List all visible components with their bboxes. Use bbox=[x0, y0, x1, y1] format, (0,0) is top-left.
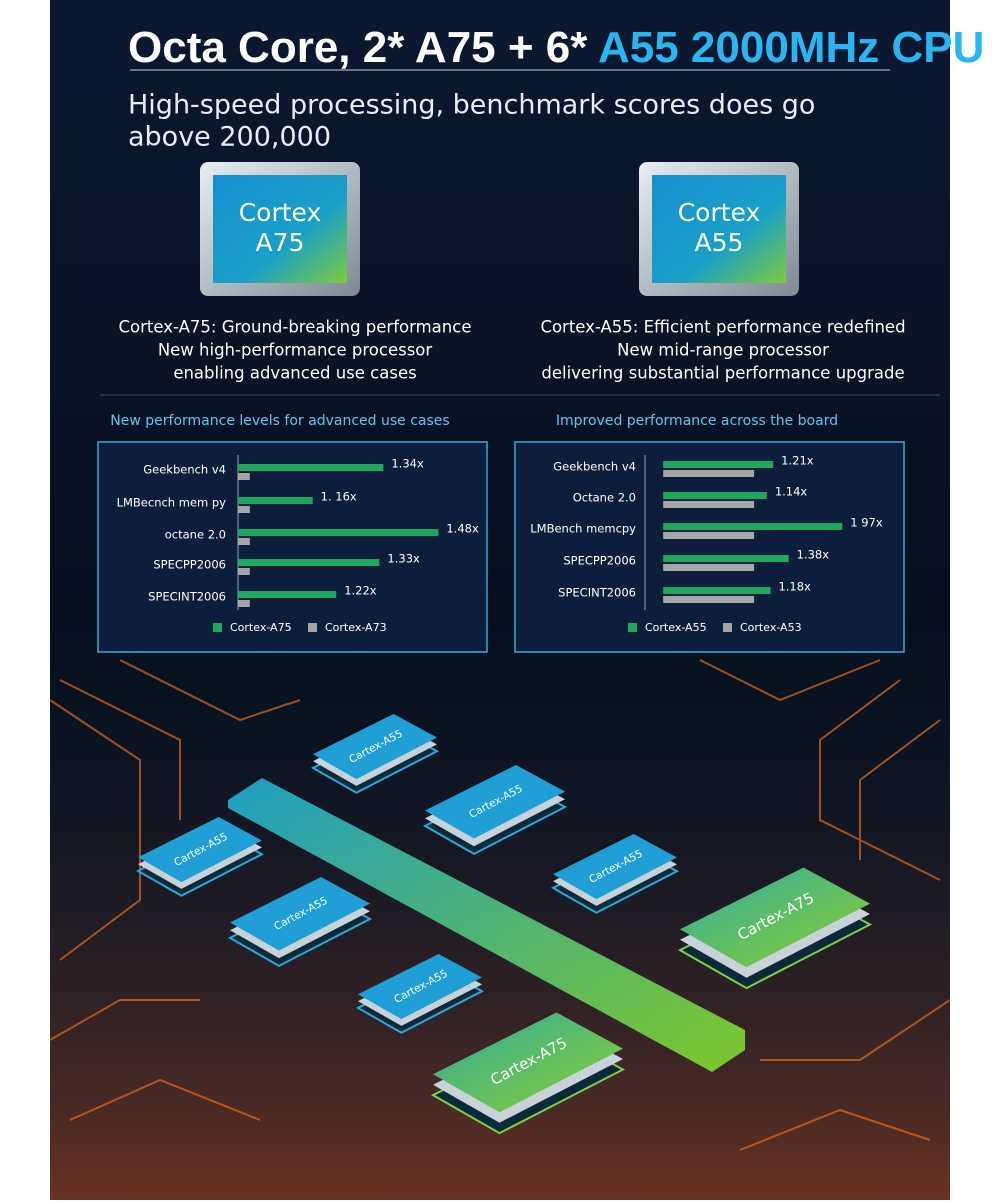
legend-label: Cortex-A73 bbox=[325, 621, 387, 634]
bar bbox=[663, 555, 789, 562]
core-description: New mid-range processor bbox=[617, 341, 829, 360]
chart-title: New performance levels for advanced use … bbox=[110, 413, 449, 429]
bar bbox=[663, 492, 767, 499]
title: Octa Core, 2* A75 + 6* A55 2000MHz CPU bbox=[128, 23, 984, 72]
category-label: octane 2.0 bbox=[165, 528, 226, 542]
bar bbox=[663, 532, 755, 539]
legend-swatch bbox=[723, 623, 732, 632]
chip-face bbox=[433, 1012, 623, 1113]
value-label: 1.34x bbox=[391, 457, 424, 471]
core-description: Cortex-A75: Ground-breaking performance bbox=[119, 318, 472, 337]
bar bbox=[663, 596, 755, 603]
core-label: Cortex bbox=[239, 198, 322, 227]
value-label: 1.14x bbox=[775, 485, 808, 499]
legend-label: Cortex-A55 bbox=[645, 621, 707, 634]
subtitle-line: High-speed processing, benchmark scores … bbox=[128, 90, 815, 121]
core-label: Cortex bbox=[678, 198, 761, 227]
legend-swatch bbox=[628, 623, 637, 632]
value-label: 1. 16x bbox=[321, 490, 357, 504]
core-label: A55 bbox=[695, 228, 744, 257]
legend-swatch bbox=[213, 623, 222, 632]
category-label: Geekbench v4 bbox=[143, 463, 226, 477]
value-label: 1.38x bbox=[797, 548, 830, 562]
chip-face bbox=[313, 714, 437, 780]
value-label: 1.18x bbox=[778, 580, 811, 594]
core-description: enabling advanced use cases bbox=[173, 364, 416, 383]
bar bbox=[238, 497, 313, 504]
legend-label: Cortex-A75 bbox=[230, 621, 292, 634]
legend-label: Cortex-A53 bbox=[740, 621, 802, 634]
core-description: delivering substantial performance upgra… bbox=[541, 364, 904, 383]
value-label: 1.33x bbox=[387, 552, 420, 566]
bar bbox=[238, 600, 250, 607]
value-label: 1.21x bbox=[781, 454, 814, 468]
category-label: SPECINT2006 bbox=[558, 586, 636, 600]
bar bbox=[663, 461, 774, 468]
title-white: Octa Core, 2* A75 + 6* bbox=[128, 23, 598, 72]
category-label: Octane 2.0 bbox=[573, 491, 636, 505]
bar bbox=[238, 559, 380, 566]
bus bbox=[228, 778, 745, 1072]
bar bbox=[238, 506, 250, 513]
bar bbox=[238, 529, 439, 536]
bar bbox=[663, 501, 755, 508]
chip-face bbox=[425, 765, 565, 839]
legend-swatch bbox=[308, 623, 317, 632]
bar bbox=[238, 538, 250, 545]
subtitle-line: above 200,000 bbox=[128, 122, 331, 153]
core-face bbox=[213, 175, 347, 283]
title-blue: A55 2000MHz CPU bbox=[598, 23, 984, 72]
core-description: New high-performance processor bbox=[158, 341, 433, 360]
value-label: 1.48x bbox=[446, 522, 479, 536]
category-label: LMBench memcpy bbox=[530, 522, 636, 536]
chip-face bbox=[230, 877, 370, 951]
core-face bbox=[652, 175, 786, 283]
bar bbox=[663, 470, 755, 477]
core-label: A75 bbox=[256, 228, 305, 257]
category-label: LMBecnch mem py bbox=[117, 496, 227, 510]
chart-panel bbox=[97, 441, 488, 653]
chip-face bbox=[680, 867, 870, 968]
bar bbox=[238, 568, 250, 575]
chip-face bbox=[138, 817, 262, 883]
chip-face bbox=[358, 954, 482, 1020]
category-label: SPECPP2006 bbox=[563, 554, 636, 568]
chip-face bbox=[553, 834, 677, 900]
value-label: 1.22x bbox=[344, 584, 377, 598]
bar bbox=[663, 564, 755, 571]
value-label: 1 97x bbox=[850, 516, 883, 530]
core-description: Cortex-A55: Efficient performance redefi… bbox=[540, 318, 905, 337]
bar bbox=[238, 591, 337, 598]
circuit-traces bbox=[49, 659, 951, 1151]
bar bbox=[663, 523, 843, 530]
bar bbox=[238, 464, 384, 471]
bar bbox=[663, 587, 771, 594]
category-label: SPECPP2006 bbox=[153, 558, 226, 572]
category-label: SPECINT2006 bbox=[148, 590, 226, 604]
bar bbox=[238, 473, 250, 480]
category-label: Geekbench v4 bbox=[553, 460, 636, 474]
chart-title: Improved performance across the board bbox=[556, 413, 838, 429]
